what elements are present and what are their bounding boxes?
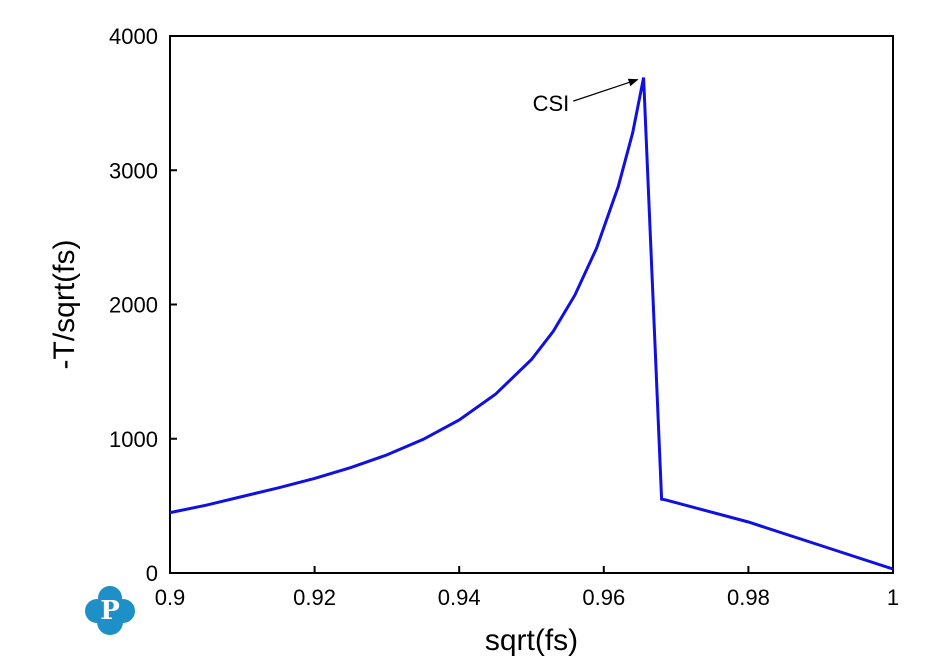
- y-tick-label: 1000: [109, 427, 158, 452]
- y-tick-label: 3000: [109, 158, 158, 183]
- x-tick-label: 0.92: [293, 585, 336, 610]
- company-logo: P: [85, 586, 135, 635]
- series-layer: [169, 77, 894, 571]
- annotation-layer: CSI: [533, 78, 639, 116]
- annotation-label: CSI: [533, 91, 570, 116]
- y-tick-label: 4000: [109, 24, 158, 49]
- plot-frame: [169, 35, 894, 574]
- annotation-arrow: [573, 78, 639, 102]
- x-axis-title: sqrt(fs): [485, 624, 578, 657]
- x-tick-label: 0.98: [727, 585, 770, 610]
- series-line: [169, 77, 894, 571]
- x-tick-label: 0.94: [438, 585, 481, 610]
- x-tick-label: 1: [887, 585, 899, 610]
- y-tick-label: 0: [146, 561, 158, 586]
- x-tick-label: 0.96: [582, 585, 625, 610]
- axes-layer: 0.9 0.92 0.94 0.96 0.98 1 0 1000 2000 3000 4000 sqr…: [48, 24, 899, 657]
- y-tick-label: 2000: [109, 293, 158, 318]
- x-tick-label: 0.9: [155, 585, 186, 610]
- logo-letter: P: [100, 596, 120, 626]
- logo-lobe: [97, 609, 123, 635]
- y-axis-title: -T/sqrt(fs): [48, 240, 81, 370]
- logo-mark: [85, 586, 135, 635]
